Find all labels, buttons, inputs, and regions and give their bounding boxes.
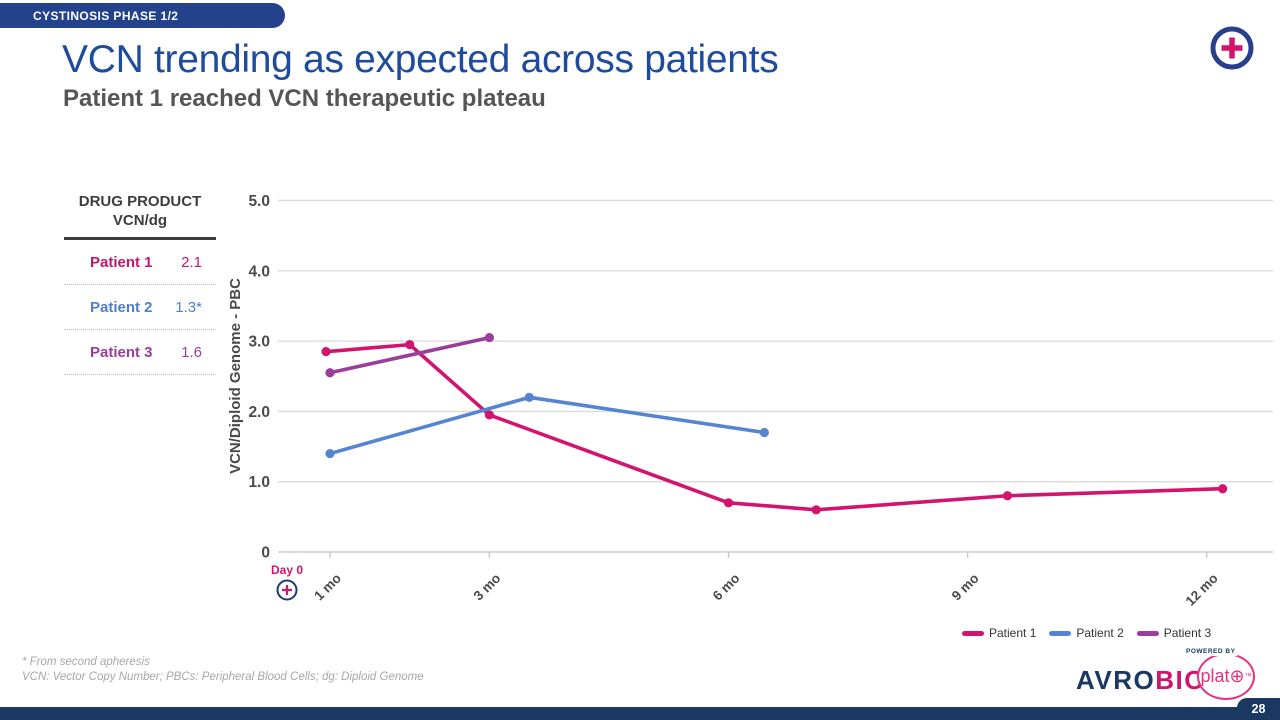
legend-swatch xyxy=(1136,630,1159,636)
data-point xyxy=(484,410,494,420)
data-point xyxy=(484,332,494,343)
bottom-bar xyxy=(0,707,1280,720)
data-point xyxy=(405,340,415,350)
data-point xyxy=(1218,484,1228,494)
series-line xyxy=(324,342,1225,512)
logo-text-bio: BIO xyxy=(1155,665,1206,695)
table-row-label: Patient 1 xyxy=(90,253,153,271)
footnotes: * From second apheresis VCN: Vector Copy… xyxy=(22,655,424,685)
footnote-line2: VCN: Vector Copy Number; PBCs: Periphera… xyxy=(22,671,424,683)
series-line xyxy=(328,335,492,375)
day0-label: Day 0 xyxy=(271,563,303,577)
legend-swatch xyxy=(962,630,984,636)
y-tick-label: 2.0 xyxy=(248,404,270,421)
table-row: Patient 3 1.6 xyxy=(64,330,216,375)
page-number-badge: 28 xyxy=(1237,698,1280,720)
table-header-rule xyxy=(64,237,216,240)
data-point xyxy=(1002,491,1013,501)
logo-text-avro: AVRO xyxy=(1076,665,1156,695)
series-line xyxy=(328,395,767,456)
phase-badge-label: CYSTINOSIS PHASE 1/2 xyxy=(33,8,179,23)
x-tick-label: 6 mo xyxy=(710,571,743,604)
table-header-line1: DRUG PRODUCT xyxy=(78,193,202,210)
page-subtitle: Patient 1 reached VCN therapeutic platea… xyxy=(63,85,546,112)
data-point xyxy=(759,427,769,438)
data-point xyxy=(321,347,331,357)
x-tick-label: 1 mo xyxy=(311,571,344,604)
x-tick-label: 12 mo xyxy=(1183,571,1221,609)
data-point xyxy=(524,392,534,402)
y-axis-title: VCN/Diploid Genome - PBC xyxy=(227,278,244,474)
legend-item: Patient 2 xyxy=(1049,626,1124,640)
data-point xyxy=(325,368,335,378)
legend-item: Patient 1 xyxy=(962,626,1036,640)
plus-circle-icon xyxy=(1210,26,1254,70)
legend-label: Patient 1 xyxy=(989,626,1037,640)
table-row-label: Patient 2 xyxy=(90,298,153,316)
table-row-value: 1.3* xyxy=(175,298,202,316)
y-tick-label: 1.0 xyxy=(248,474,270,491)
table-row-value: 2.1 xyxy=(181,253,202,271)
table-row-value: 1.6 xyxy=(181,343,202,361)
page-title: VCN trending as expected across patients xyxy=(62,38,779,81)
drug-product-table: DRUG PRODUCT VCN/dg Patient 1 2.1 Patien… xyxy=(64,192,216,375)
chart-legend: Patient 1 Patient 2 Patient 3 xyxy=(962,626,1211,640)
plato-trademark: ™ xyxy=(1244,673,1252,680)
legend-label: Patient 2 xyxy=(1076,626,1124,640)
plato-text: plat xyxy=(1200,666,1230,686)
table-row-label: Patient 3 xyxy=(90,343,153,361)
x-tick-label: 3 mo xyxy=(471,571,504,604)
y-tick-label: 3.0 xyxy=(248,334,270,351)
legend-item: Patient 3 xyxy=(1136,626,1212,640)
table-row: Patient 1 2.1 xyxy=(64,240,216,285)
table-header-line2: VCN/dg xyxy=(112,212,168,229)
footnote-line1: * From second apheresis xyxy=(22,656,150,668)
y-tick-label: 5.0 xyxy=(248,193,270,210)
y-tick-label: 0 xyxy=(261,545,270,562)
plato-logo: plat ⊕ ™ POWERED BY xyxy=(1181,647,1255,700)
legend-swatch xyxy=(1049,630,1072,636)
data-point xyxy=(723,498,734,508)
data-point xyxy=(325,448,335,459)
avrobio-logo: AVRO BIO xyxy=(1076,665,1206,695)
x-tick-label: 9 mo xyxy=(949,571,982,604)
y-tick-label: 4.0 xyxy=(248,263,270,280)
plato-o-plus-icon: ⊕ xyxy=(1229,666,1245,686)
legend-label: Patient 3 xyxy=(1163,626,1212,640)
powered-by-label: POWERED BY xyxy=(1181,647,1241,656)
phase-badge: CYSTINOSIS PHASE 1/2 xyxy=(0,3,285,28)
table-row: Patient 2 1.3* xyxy=(64,285,216,330)
data-point xyxy=(811,505,821,515)
page-number: 28 xyxy=(1251,702,1266,716)
